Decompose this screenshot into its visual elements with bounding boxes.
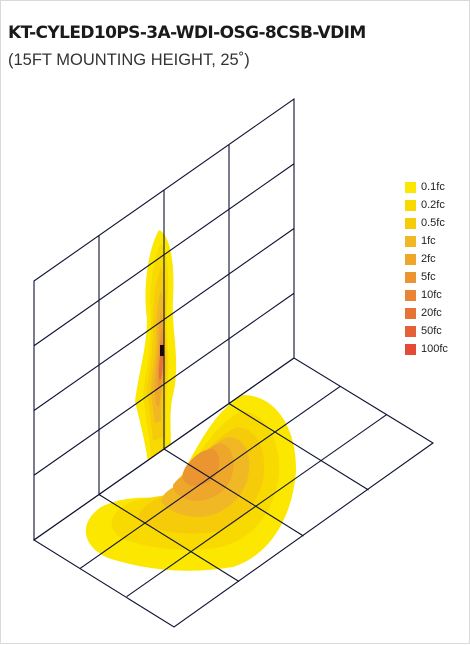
hotspot-marker xyxy=(160,345,164,356)
legend-item: 20fc xyxy=(405,304,448,322)
legend-item: 0.1fc xyxy=(405,178,448,196)
legend-label: 0.1fc xyxy=(421,181,445,193)
legend-swatch xyxy=(405,271,416,283)
floor-grid-line xyxy=(98,494,240,582)
legend-label: 5fc xyxy=(421,271,436,283)
legend-label: 100fc xyxy=(421,343,448,355)
legend-item: 100fc xyxy=(405,340,448,358)
legend-label: 0.2fc xyxy=(421,199,445,211)
wall-grid-hline xyxy=(33,163,295,347)
mounting-subtitle: (15FT MOUNTING HEIGHT, 25˚) xyxy=(8,51,250,69)
legend-swatch xyxy=(405,307,416,319)
legend-label: 10fc xyxy=(421,289,442,301)
legend-item: 0.2fc xyxy=(405,196,448,214)
floor-grid xyxy=(33,357,434,628)
floor-light-pool xyxy=(85,395,297,571)
legend-label: 20fc xyxy=(421,307,442,319)
wall-light-plume xyxy=(135,230,177,471)
floor-grid-line xyxy=(126,414,388,598)
floor-grid-line xyxy=(163,448,304,537)
legend-swatch xyxy=(405,235,416,247)
legend-label: 1fc xyxy=(421,235,436,247)
product-title: KT-CYLED10PS-3A-WDI-OSG-8CSB-VDIM xyxy=(8,23,366,43)
legend-swatch xyxy=(405,217,416,229)
legend-swatch xyxy=(405,343,416,355)
legend-label: 0.5fc xyxy=(421,217,445,229)
legend-item: 5fc xyxy=(405,268,448,286)
floor-outline xyxy=(33,357,434,628)
floor-grid-line xyxy=(79,385,341,569)
legend-label: 50fc xyxy=(421,325,442,337)
legend-swatch xyxy=(405,325,416,337)
wall-grid-hline xyxy=(33,292,295,476)
legend-label: 2fc xyxy=(421,253,436,265)
legend-item: 0.5fc xyxy=(405,214,448,232)
wall-grid-hline xyxy=(33,228,295,411)
floor-grid-line xyxy=(228,403,369,491)
legend-swatch xyxy=(405,253,416,265)
legend-item: 1fc xyxy=(405,232,448,250)
floor-contour-5fc xyxy=(182,449,220,486)
illuminance-legend: 0.1fc 0.2fc 0.5fc 1fc 2fc 5fc 10fc 20fc 50fc 100f… xyxy=(405,178,448,358)
legend-item: 2fc xyxy=(405,250,448,268)
legend-swatch xyxy=(405,199,416,211)
legend-swatch xyxy=(405,181,416,193)
legend-item: 10fc xyxy=(405,286,448,304)
legend-swatch xyxy=(405,289,416,301)
legend-item: 50fc xyxy=(405,322,448,340)
